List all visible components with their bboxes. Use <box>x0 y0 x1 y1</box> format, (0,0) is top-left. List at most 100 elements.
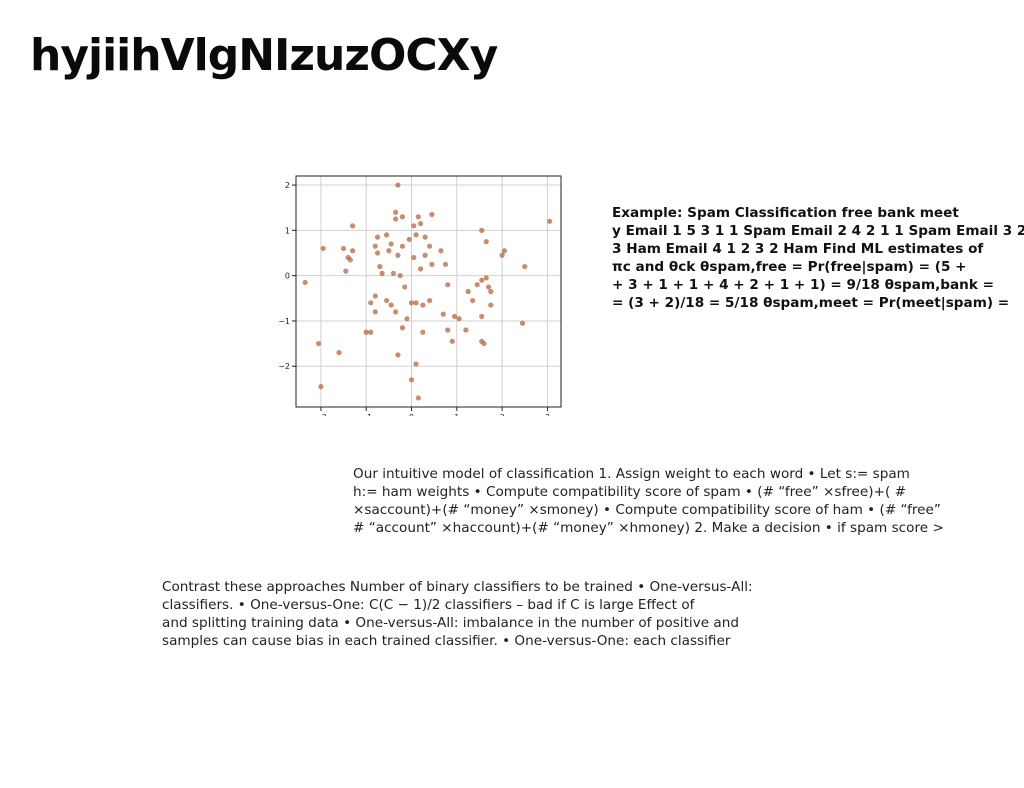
y-tick-label: −1 <box>278 317 290 326</box>
x-tick-label: 1 <box>454 413 459 416</box>
data-point <box>393 209 399 215</box>
data-point <box>479 313 485 320</box>
data-point <box>320 245 326 252</box>
data-point <box>395 252 401 258</box>
data-point <box>372 293 378 299</box>
data-point <box>463 327 469 333</box>
data-point <box>399 214 406 220</box>
data-point <box>501 248 507 254</box>
data-point <box>456 316 462 322</box>
example-line: y Email 1 5 3 1 1 Spam Email 2 4 2 1 1 S… <box>612 223 1024 239</box>
paragraph-line: samples can cause bias in each trained c… <box>162 633 731 649</box>
data-point <box>393 216 399 222</box>
data-point <box>413 361 419 367</box>
data-point <box>383 232 390 238</box>
data-point <box>408 300 415 306</box>
x-tick-label: 2 <box>500 413 505 416</box>
scatter-plot: −2 −1 0 1 2 3 2 1 0 −1 −2 <box>278 175 562 416</box>
data-point <box>383 297 390 304</box>
data-point <box>420 302 426 308</box>
data-point <box>372 309 378 315</box>
paragraph-line: Contrast these approaches Number of bina… <box>162 579 753 595</box>
data-point <box>449 338 455 344</box>
data-point <box>379 270 385 276</box>
y-tick-label: 2 <box>285 181 290 190</box>
data-point <box>479 227 485 233</box>
data-point <box>483 239 489 245</box>
data-point <box>316 340 322 347</box>
data-point <box>522 263 528 270</box>
data-point <box>411 223 417 229</box>
paragraph-line: and splitting training data • One-versus… <box>162 615 739 631</box>
page-title: hyjiihVlgNIzuzOCXy <box>30 30 498 81</box>
data-point <box>402 284 408 290</box>
paragraph-line: h:= ham weights • Compute compatibility … <box>353 484 906 500</box>
data-point <box>406 236 412 243</box>
data-point <box>399 325 406 331</box>
x-tick-label: 3 <box>545 413 550 416</box>
data-point <box>465 288 471 295</box>
data-point <box>519 320 526 326</box>
data-point <box>417 266 424 272</box>
data-point <box>445 282 451 288</box>
y-tick-label: 1 <box>285 226 290 235</box>
data-point <box>547 218 553 224</box>
data-point <box>404 316 410 322</box>
data-point <box>408 377 415 383</box>
data-point <box>397 273 403 279</box>
data-point <box>427 297 433 304</box>
data-point <box>479 277 485 283</box>
data-point <box>440 311 446 317</box>
data-point <box>483 275 489 281</box>
data-point <box>350 248 356 254</box>
paragraph-line: Our intuitive model of classification 1.… <box>353 466 910 482</box>
paragraph-line: ×saccount)+(# “money” ×smoney) • Compute… <box>353 502 941 518</box>
paragraph-line: classifiers. • One-versus-One: C(C − 1)/… <box>162 597 695 613</box>
x-tick-label: −2 <box>315 413 327 416</box>
data-point <box>429 211 435 218</box>
data-point <box>427 243 433 249</box>
data-point <box>474 282 480 288</box>
data-point <box>422 252 428 258</box>
data-point <box>368 329 374 335</box>
data-point <box>442 261 449 267</box>
intuitive-model-paragraph: Our intuitive model of classification 1.… <box>353 465 1013 537</box>
data-point <box>336 350 342 356</box>
data-point <box>438 248 444 254</box>
data-point <box>499 252 505 258</box>
data-point <box>350 223 356 229</box>
data-point <box>388 302 394 308</box>
data-point <box>347 257 353 263</box>
data-point <box>374 250 381 256</box>
data-point <box>372 243 378 249</box>
data-point <box>417 220 424 227</box>
data-point <box>393 309 399 315</box>
x-tick-label: 0 <box>409 413 414 416</box>
data-point <box>413 300 419 306</box>
data-point <box>488 302 494 308</box>
y-tick-label: −2 <box>278 362 290 371</box>
example-line: 3 Ham Email 4 1 2 3 2 Ham Find ML estima… <box>612 241 984 257</box>
data-point <box>318 384 324 390</box>
paragraph-line: # “account” ×haccount)+(# “money” ×hmone… <box>353 520 944 536</box>
data-point <box>411 254 417 261</box>
data-point <box>488 288 494 295</box>
data-point <box>422 234 428 240</box>
contrast-approaches-paragraph: Contrast these approaches Number of bina… <box>162 578 802 650</box>
data-point <box>374 234 381 240</box>
data-point <box>368 300 374 306</box>
data-point <box>386 248 392 254</box>
data-point <box>395 182 401 188</box>
data-point <box>415 395 421 401</box>
data-point <box>343 268 349 274</box>
data-point <box>485 284 492 290</box>
example-line: = (3 + 2)/18 = 5/18 θspam,meet = Pr(meet… <box>612 295 1010 311</box>
data-point <box>481 340 487 347</box>
data-point <box>413 232 419 238</box>
example-line: Example: Spam Classification free bank m… <box>612 205 959 221</box>
y-tick-label: 0 <box>285 272 290 281</box>
data-point <box>390 270 396 276</box>
data-point <box>302 279 308 286</box>
data-point <box>388 241 394 247</box>
data-point <box>420 329 426 335</box>
